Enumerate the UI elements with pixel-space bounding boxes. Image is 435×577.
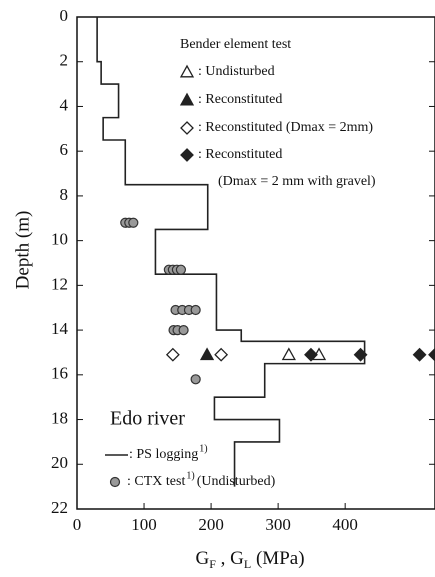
x-axis-label: GF , GL (MPa) <box>195 548 304 570</box>
y-tick-label: 14 <box>51 319 69 338</box>
y-tick-label: 2 <box>60 51 69 70</box>
point <box>304 347 318 362</box>
plot-frame <box>76 16 435 510</box>
legend-label: : CTX test <box>127 474 185 489</box>
ctx-point <box>190 304 201 316</box>
legend-marker <box>109 476 121 488</box>
y-tick-label: 18 <box>51 408 68 427</box>
legend-label: : Reconstituted <box>198 147 282 162</box>
y-axis-label: Depth (m) <box>12 211 33 290</box>
x-tick-label: 100 <box>131 515 157 534</box>
point <box>281 347 296 361</box>
ctx-point <box>178 324 189 336</box>
legend-footnote: 1) <box>199 443 207 454</box>
y-tick-label: 6 <box>60 140 69 159</box>
legend-note: (Undisturbed) <box>197 474 276 489</box>
x-tick-label: 0 <box>73 515 82 534</box>
legend-label: : PS logging <box>129 447 198 462</box>
ctx-point <box>128 217 139 228</box>
point <box>165 347 180 362</box>
y-tick-label: 12 <box>51 274 68 293</box>
y-tick-label: 16 <box>51 364 68 383</box>
y-tick-label: 4 <box>60 95 69 114</box>
y-tick-label: 10 <box>51 230 68 249</box>
legend-marker <box>180 148 194 162</box>
legend-label: : Undisturbed <box>198 64 275 79</box>
legend-marker <box>179 92 195 106</box>
annotation: Edo river <box>110 408 185 430</box>
x-tick-label: 300 <box>265 515 291 534</box>
legend-label: : Reconstituted <box>198 92 282 107</box>
point <box>353 347 368 362</box>
ps-logging-line <box>96 17 366 487</box>
y-tick-label: 0 <box>60 6 69 25</box>
y-tick-label: 22 <box>51 498 68 517</box>
point <box>428 347 435 362</box>
point <box>214 347 229 362</box>
point <box>199 347 215 361</box>
x-tick-label: 400 <box>332 515 358 534</box>
x-tick-label: 200 <box>198 515 224 534</box>
legend-marker <box>180 121 194 135</box>
legend-title: Bender element test <box>180 37 291 52</box>
y-tick-label: 20 <box>51 453 68 472</box>
ctx-point <box>175 264 187 275</box>
legend-note: (Dmax = 2 mm with gravel) <box>218 174 376 189</box>
point <box>412 347 427 362</box>
legend-footnote: 1) <box>186 470 194 481</box>
legend-label: : Reconstituted (Dmax = 2mm) <box>198 120 373 135</box>
y-tick-label: 8 <box>60 185 69 204</box>
ctx-point <box>190 374 201 385</box>
legend-marker <box>179 64 195 78</box>
